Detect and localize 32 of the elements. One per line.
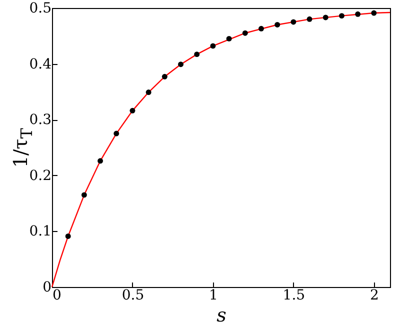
point [274,22,280,28]
point [371,10,377,16]
point [81,192,87,198]
x-tick-label: 0.5 [122,288,144,304]
point [210,43,216,49]
y-tick-label: 0.3 [29,112,52,128]
point [114,130,120,136]
point [242,30,248,36]
point [338,13,344,19]
y-tick-label: 0.2 [29,168,52,184]
point [130,108,136,114]
line-series [51,12,391,288]
point [258,26,264,32]
point [178,62,184,68]
point [355,11,361,17]
x-tick-label: 1.5 [282,288,306,304]
point [65,233,71,239]
x-tick-label: 0 [52,288,62,304]
point [290,19,296,25]
x-tick-label: 1 [208,288,218,304]
x-tick-label: 2 [370,288,379,304]
y-tick-label: 0.1 [29,224,52,240]
point [226,36,232,42]
point [322,14,328,20]
point [98,158,104,164]
point [162,74,168,80]
point [306,16,312,22]
point [146,90,152,95]
y-tick-label: 0.5 [29,0,52,16]
point [194,52,200,58]
y-tick-label: 0.4 [29,56,52,72]
x-axis-title: s [216,304,227,326]
